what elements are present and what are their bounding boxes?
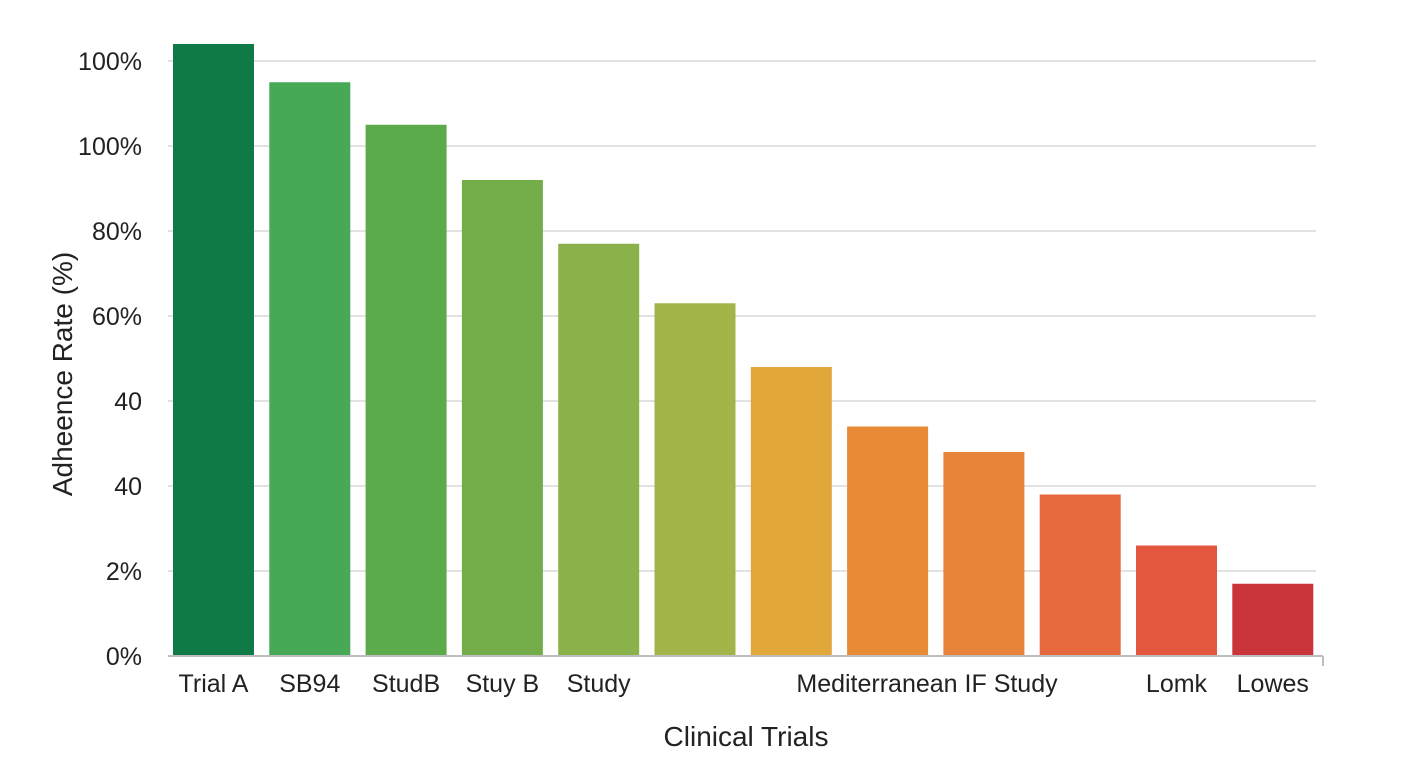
y-tick-labels: 0% 2% 40 40 60% 80% 100% 100%: [78, 48, 142, 671]
bar: [654, 303, 736, 656]
y-tick-label: 0%: [106, 643, 142, 671]
bar: [269, 82, 351, 656]
y-tick-label: 2%: [106, 558, 142, 586]
x-tick-label: Study: [567, 670, 631, 698]
bar: [461, 180, 543, 656]
bar: [173, 44, 254, 656]
bar: [847, 426, 929, 656]
x-tick-label: Lowes: [1237, 670, 1309, 698]
x-tick-label: Lomk: [1146, 670, 1208, 698]
y-tick-label: 40: [114, 388, 142, 416]
x-tick-label: Stuy B: [466, 670, 540, 698]
bar: [1232, 583, 1314, 656]
x-axis-title: Clinical Trials: [664, 721, 829, 752]
bar: [365, 124, 447, 656]
y-axis-title: Adheence Rate (%): [47, 252, 78, 496]
bar: [1039, 494, 1121, 656]
bars: [173, 44, 1314, 656]
x-tick-label: Mediterranean IF Study: [796, 670, 1058, 698]
x-tick-label: Trial A: [179, 670, 249, 698]
x-tick-labels: Trial A SB94 StudB Stuy B Study Mediterranean…: [179, 670, 1309, 698]
x-tick-label: StudB: [372, 670, 440, 698]
bar: [558, 243, 640, 656]
gridlines: [168, 60, 1316, 572]
y-tick-label: 60%: [92, 303, 142, 331]
bar: [750, 367, 832, 656]
x-tick-label: SB94: [279, 670, 340, 698]
y-tick-label: 80%: [92, 218, 142, 246]
bar: [1136, 545, 1217, 656]
y-tick-label: 100%: [78, 133, 142, 161]
bar: [943, 452, 1025, 656]
y-tick-label: 100%: [78, 48, 142, 76]
y-tick-label: 40: [114, 473, 142, 501]
